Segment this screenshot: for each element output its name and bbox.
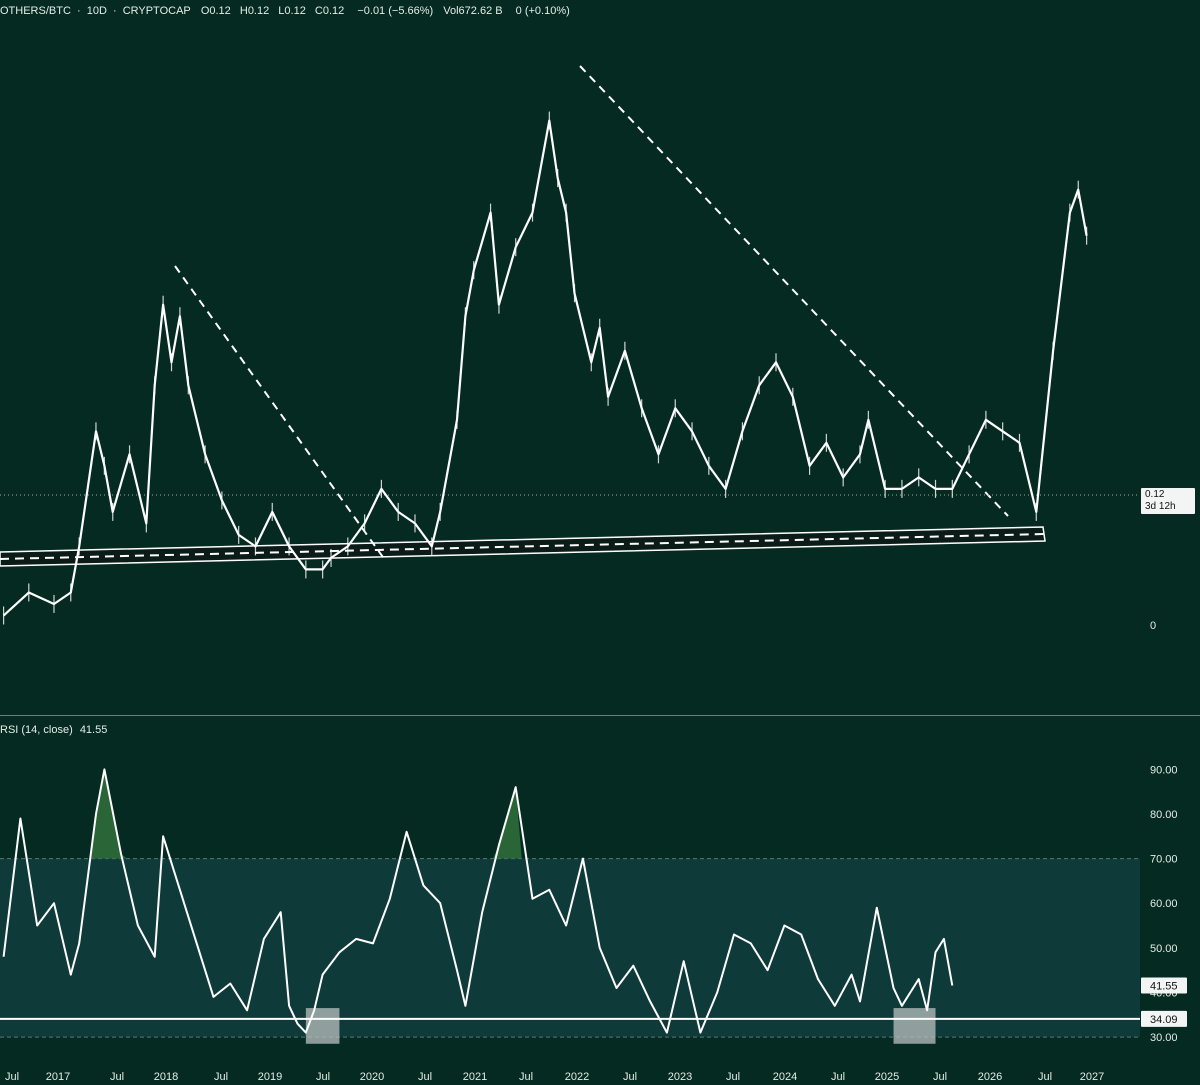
rsi-overbought-fill	[89, 769, 128, 859]
time-axis-label: 2021	[463, 1071, 487, 1083]
time-axis-label: 2022	[565, 1071, 589, 1083]
separator: ·	[112, 5, 117, 17]
last-price-value: 0.12	[1145, 489, 1165, 500]
support-midline	[0, 533, 1045, 560]
time-axis-label: Jul	[110, 1071, 124, 1083]
time-axis-label: Jul	[1038, 1071, 1052, 1083]
time-axis-label: Jul	[5, 1071, 19, 1083]
extra-value: 0 (+0.10%)	[515, 5, 570, 17]
rsi-level-badge: 34.09	[1150, 1014, 1178, 1026]
rsi-overbought-fill	[492, 787, 522, 859]
rsi-current-badge-bg	[1141, 977, 1187, 994]
rsi-level-badge-bg	[1141, 1010, 1187, 1027]
oversold-highlight	[893, 1008, 936, 1044]
rsi-axis-tick: 30.00	[1150, 1032, 1178, 1044]
rsi-chart[interactable]: 90.0080.0070.0060.0050.0040.0030.0041.55…	[0, 716, 1200, 1085]
time-axis-label: 2024	[773, 1071, 797, 1083]
rsi-axis-tick: 80.00	[1150, 809, 1178, 821]
rsi-current-badge: 41.55	[1150, 981, 1178, 993]
symbol-label[interactable]: OTHERS/BTC	[0, 5, 71, 17]
ohlc-high: H0.12	[239, 5, 270, 17]
price-chart[interactable]	[0, 0, 1200, 716]
time-axis-label: Jul	[316, 1071, 330, 1083]
time-axis-label: 2023	[668, 1071, 692, 1083]
time-axis-label: Jul	[726, 1071, 740, 1083]
rsi-value: 41.55	[79, 724, 108, 736]
rsi-header: RSI (14, close) 41.55	[0, 724, 107, 736]
rsi-series-line	[2, 768, 954, 1034]
price-axis-zero: 0	[1150, 620, 1157, 632]
time-axis-label: 2027	[1080, 1071, 1104, 1083]
volume-label: Vol672.62 B	[443, 5, 503, 17]
time-axis-label: Jul	[623, 1071, 637, 1083]
rsi-band	[0, 858, 1140, 1038]
separator: ·	[76, 5, 81, 17]
rsi-axis-tick: 60.00	[1150, 898, 1178, 910]
support-channel	[0, 526, 1046, 567]
time-axis-label: Jul	[933, 1071, 947, 1083]
rsi-axis-tick: 70.00	[1150, 854, 1178, 866]
time-axis-label: Jul	[418, 1071, 432, 1083]
change-value: −0.01 (−5.66%)	[357, 5, 434, 17]
ohlc-low: L0.12	[278, 5, 306, 17]
bar-countdown: 3d 12h	[1145, 501, 1176, 512]
source-label: CRYPTOCAP	[122, 5, 191, 17]
time-axis-label: Jul	[214, 1071, 228, 1083]
trendline-2018	[174, 265, 386, 561]
time-axis-label: Jul	[519, 1071, 533, 1083]
time-axis-label: Jul	[831, 1071, 845, 1083]
ohlc-open: O0.12	[200, 5, 231, 17]
time-axis-label: 2026	[978, 1071, 1002, 1083]
time-axis-label: 2018	[154, 1071, 178, 1083]
rsi-axis-tick: 50.00	[1150, 943, 1178, 955]
time-axis-label: 2017	[46, 1071, 70, 1083]
interval-label[interactable]: 10D	[86, 5, 107, 17]
chart-header: OTHERS/BTC · 10D · CRYPTOCAP O0.12 H0.12…	[0, 5, 573, 23]
ohlc-close: C0.12	[314, 5, 345, 17]
oversold-highlight	[305, 1008, 340, 1044]
time-axis-label: 2020	[360, 1071, 384, 1083]
trendline-2022	[579, 65, 1009, 517]
time-axis-label: 2025	[875, 1071, 899, 1083]
last-price-badge: 0.12 3d 12h	[1141, 488, 1195, 514]
rsi-axis-tick: 90.00	[1150, 764, 1178, 776]
time-axis-label: 2019	[258, 1071, 282, 1083]
rsi-title[interactable]: RSI (14, close)	[0, 724, 73, 736]
